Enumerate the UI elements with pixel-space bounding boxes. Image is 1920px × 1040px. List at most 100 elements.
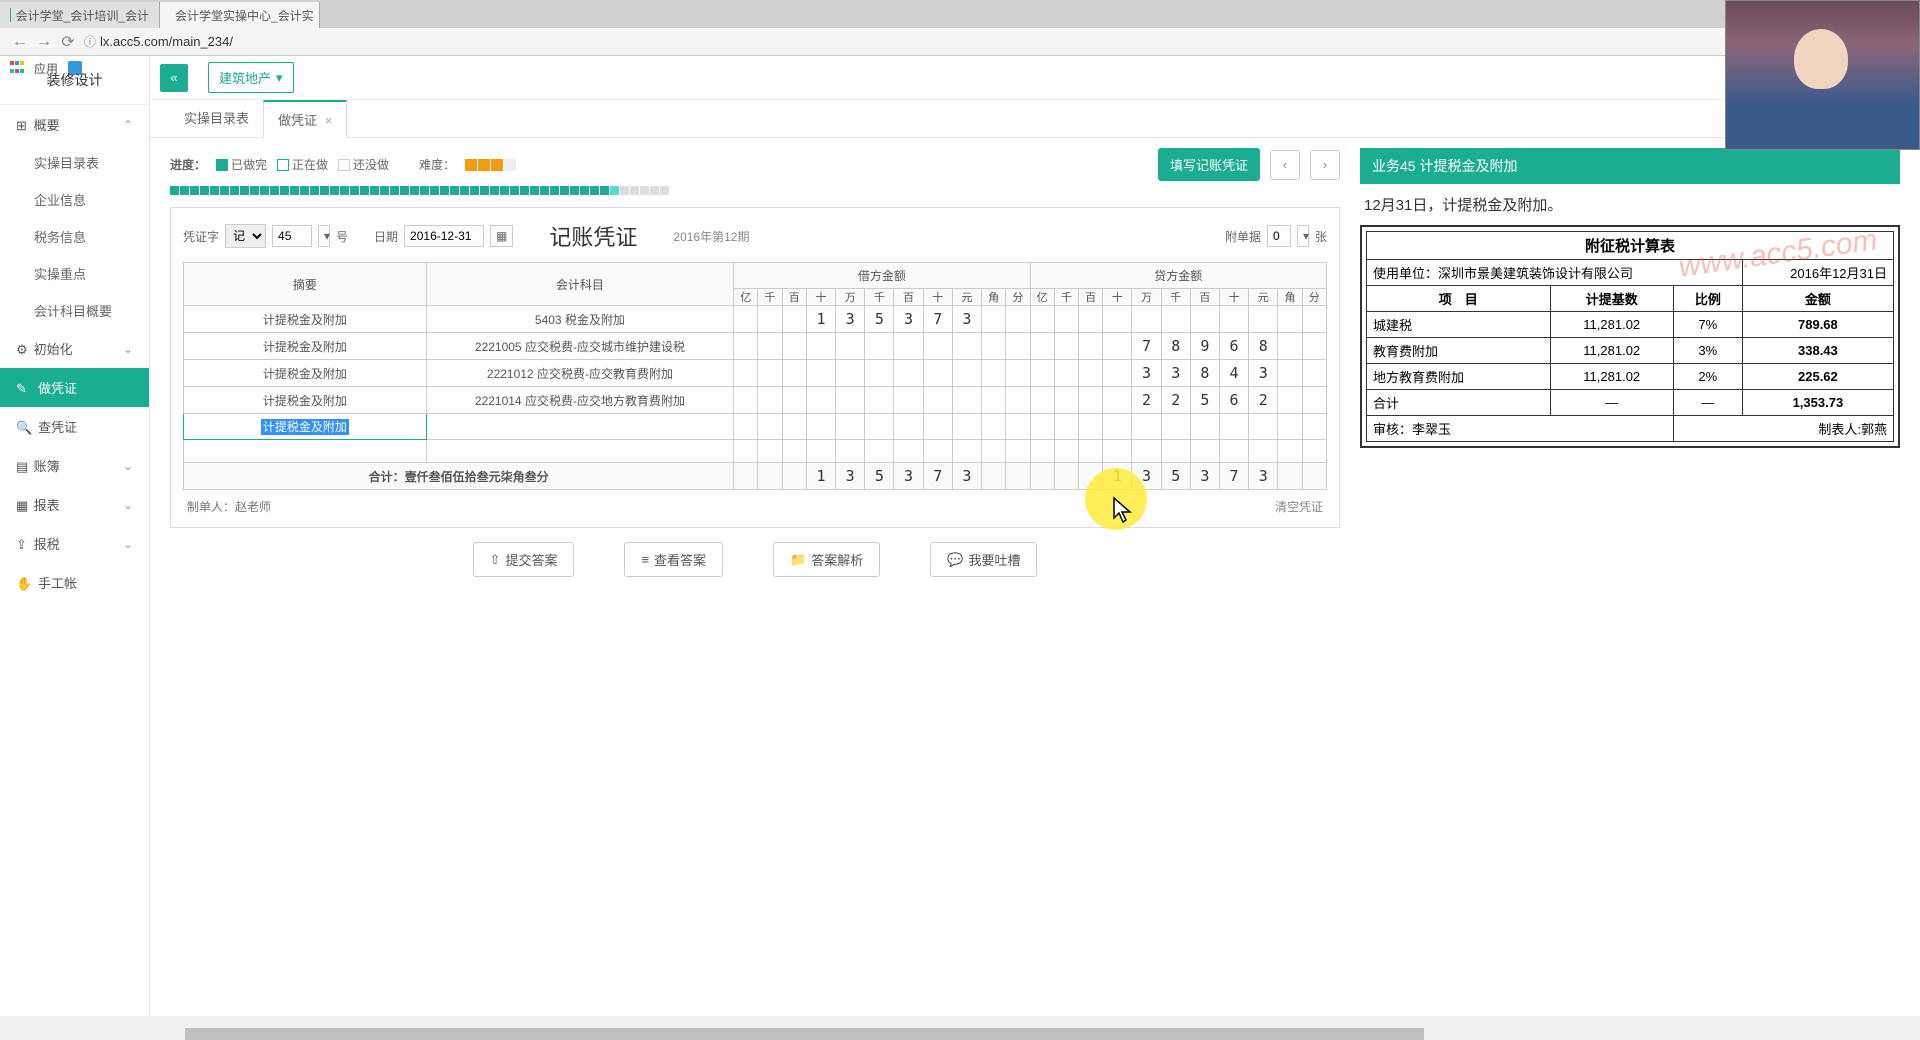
digit-cell[interactable] [758,333,782,360]
digit-cell[interactable] [1006,414,1030,440]
digit-cell[interactable] [1030,333,1054,360]
number-stepper[interactable]: ▾ [318,225,330,247]
digit-cell[interactable] [758,414,782,440]
digit-cell[interactable] [782,360,806,387]
digit-cell[interactable]: 3 [894,306,923,333]
digit-cell[interactable] [1161,306,1190,333]
digit-cell[interactable] [1302,440,1326,463]
attach-stepper[interactable]: ▾ [1297,225,1309,247]
explain-answer-button[interactable]: 📁答案解析 [773,542,880,577]
digit-cell[interactable] [734,440,758,463]
digit-cell[interactable] [1249,306,1278,333]
tab-catalog[interactable]: 实操目录表 [170,100,263,137]
close-icon[interactable]: × [325,113,333,128]
digit-cell[interactable] [1190,440,1219,463]
subject-cell[interactable]: 2221014 应交税费-应交地方教育费附加 [426,387,733,414]
sidebar-item-init[interactable]: ⚙ 初始化 ⌄ [0,329,149,368]
digit-cell[interactable] [1030,387,1054,414]
digit-cell[interactable] [782,440,806,463]
sidebar-item-tax-report[interactable]: ⇪ 报税 ⌄ [0,524,149,563]
digit-cell[interactable]: 6 [1219,387,1248,414]
sidebar-item-overview[interactable]: ⊞ 概要 ⌃ [0,105,149,144]
subject-cell[interactable]: 2221012 应交税费-应交教育费附加 [426,360,733,387]
digit-cell[interactable] [1006,440,1030,463]
submit-answer-button[interactable]: ⇧提交答案 [473,542,575,577]
digit-cell[interactable] [1103,360,1132,387]
subject-cell[interactable]: 2221005 应交税费-应交城市维护建设税 [426,333,733,360]
sidebar-item-ledger[interactable]: ▤ 账簿 ⌄ [0,446,149,485]
digit-cell[interactable]: 5 [865,306,894,333]
digit-cell[interactable] [894,440,923,463]
digit-cell[interactable] [1079,440,1103,463]
digit-cell[interactable]: 3 [1132,463,1161,490]
digit-cell[interactable] [758,463,782,490]
digit-cell[interactable]: 5 [865,463,894,490]
digit-cell[interactable] [894,414,923,440]
digit-cell[interactable]: 2 [1132,387,1161,414]
digit-cell[interactable]: 3 [1249,463,1278,490]
digit-cell[interactable] [923,387,952,414]
sidebar-sub-key[interactable]: 实操重点 [0,255,149,292]
digit-cell[interactable] [1302,414,1326,440]
digit-cell[interactable] [1030,306,1054,333]
browser-tab-0[interactable]: 会计学堂_会计培训_会计 [0,2,160,28]
sidebar-item-check-voucher[interactable]: 🔍 查凭证 [0,407,149,446]
summary-cell[interactable]: 计提税金及附加 [184,360,427,387]
next-button[interactable]: › [1310,150,1340,180]
digit-cell[interactable] [1054,440,1078,463]
subject-cell[interactable] [426,414,733,440]
digit-cell[interactable] [1006,360,1030,387]
url-text[interactable]: lx.acc5.com/main_234/ [100,34,233,49]
digit-cell[interactable] [1278,306,1302,333]
digit-cell[interactable] [865,333,894,360]
digit-cell[interactable] [981,414,1005,440]
digit-cell[interactable]: 4 [1219,360,1248,387]
back-icon[interactable]: ← [8,30,32,54]
digit-cell[interactable] [894,360,923,387]
digit-cell[interactable] [758,306,782,333]
digit-cell[interactable] [1132,414,1161,440]
digit-cell[interactable] [1132,440,1161,463]
digit-cell[interactable] [1302,463,1326,490]
view-answer-button[interactable]: ≡查看答案 [624,542,723,577]
digit-cell[interactable]: 3 [1161,360,1190,387]
digit-cell[interactable]: 6 [1219,333,1248,360]
digit-cell[interactable] [894,333,923,360]
feedback-button[interactable]: 💬我要吐槽 [930,542,1037,577]
digit-cell[interactable] [1161,414,1190,440]
digit-cell[interactable] [1030,360,1054,387]
digit-cell[interactable] [836,387,865,414]
digit-cell[interactable] [1278,333,1302,360]
digit-cell[interactable] [865,387,894,414]
sidebar-sub-tax[interactable]: 税务信息 [0,218,149,255]
digit-cell[interactable]: 9 [1190,333,1219,360]
digit-cell[interactable] [894,387,923,414]
digit-cell[interactable] [1103,306,1132,333]
summary-cell[interactable]: 计提税金及附加 [184,333,427,360]
digit-cell[interactable]: 3 [1249,360,1278,387]
digit-cell[interactable] [734,414,758,440]
summary-cell[interactable]: 计提税金及附加 [184,306,427,333]
digit-cell[interactable] [836,414,865,440]
subject-cell[interactable]: 5403 税金及附加 [426,306,733,333]
digit-cell[interactable] [865,414,894,440]
digit-cell[interactable] [1006,387,1030,414]
digit-cell[interactable] [1249,414,1278,440]
attach-count-input[interactable] [1267,225,1291,247]
voucher-word-select[interactable]: 记 [225,224,266,248]
horizontal-scrollbar[interactable] [150,1028,1920,1040]
digit-cell[interactable] [1302,360,1326,387]
digit-cell[interactable] [1006,306,1030,333]
digit-cell[interactable]: 3 [836,463,865,490]
tab-voucher[interactable]: 做凭证 × [263,100,347,138]
digit-cell[interactable] [806,387,835,414]
digit-cell[interactable] [1278,414,1302,440]
digit-cell[interactable] [782,333,806,360]
digit-cell[interactable] [1249,440,1278,463]
clear-voucher-link[interactable]: 清空凭证 [1275,498,1323,515]
digit-cell[interactable] [734,387,758,414]
digit-cell[interactable] [1079,463,1103,490]
digit-cell[interactable]: 5 [1190,387,1219,414]
summary-cell[interactable]: 计提税金及附加 [184,387,427,414]
sidebar-sub-subjects[interactable]: 会计科目概要 [0,292,149,329]
